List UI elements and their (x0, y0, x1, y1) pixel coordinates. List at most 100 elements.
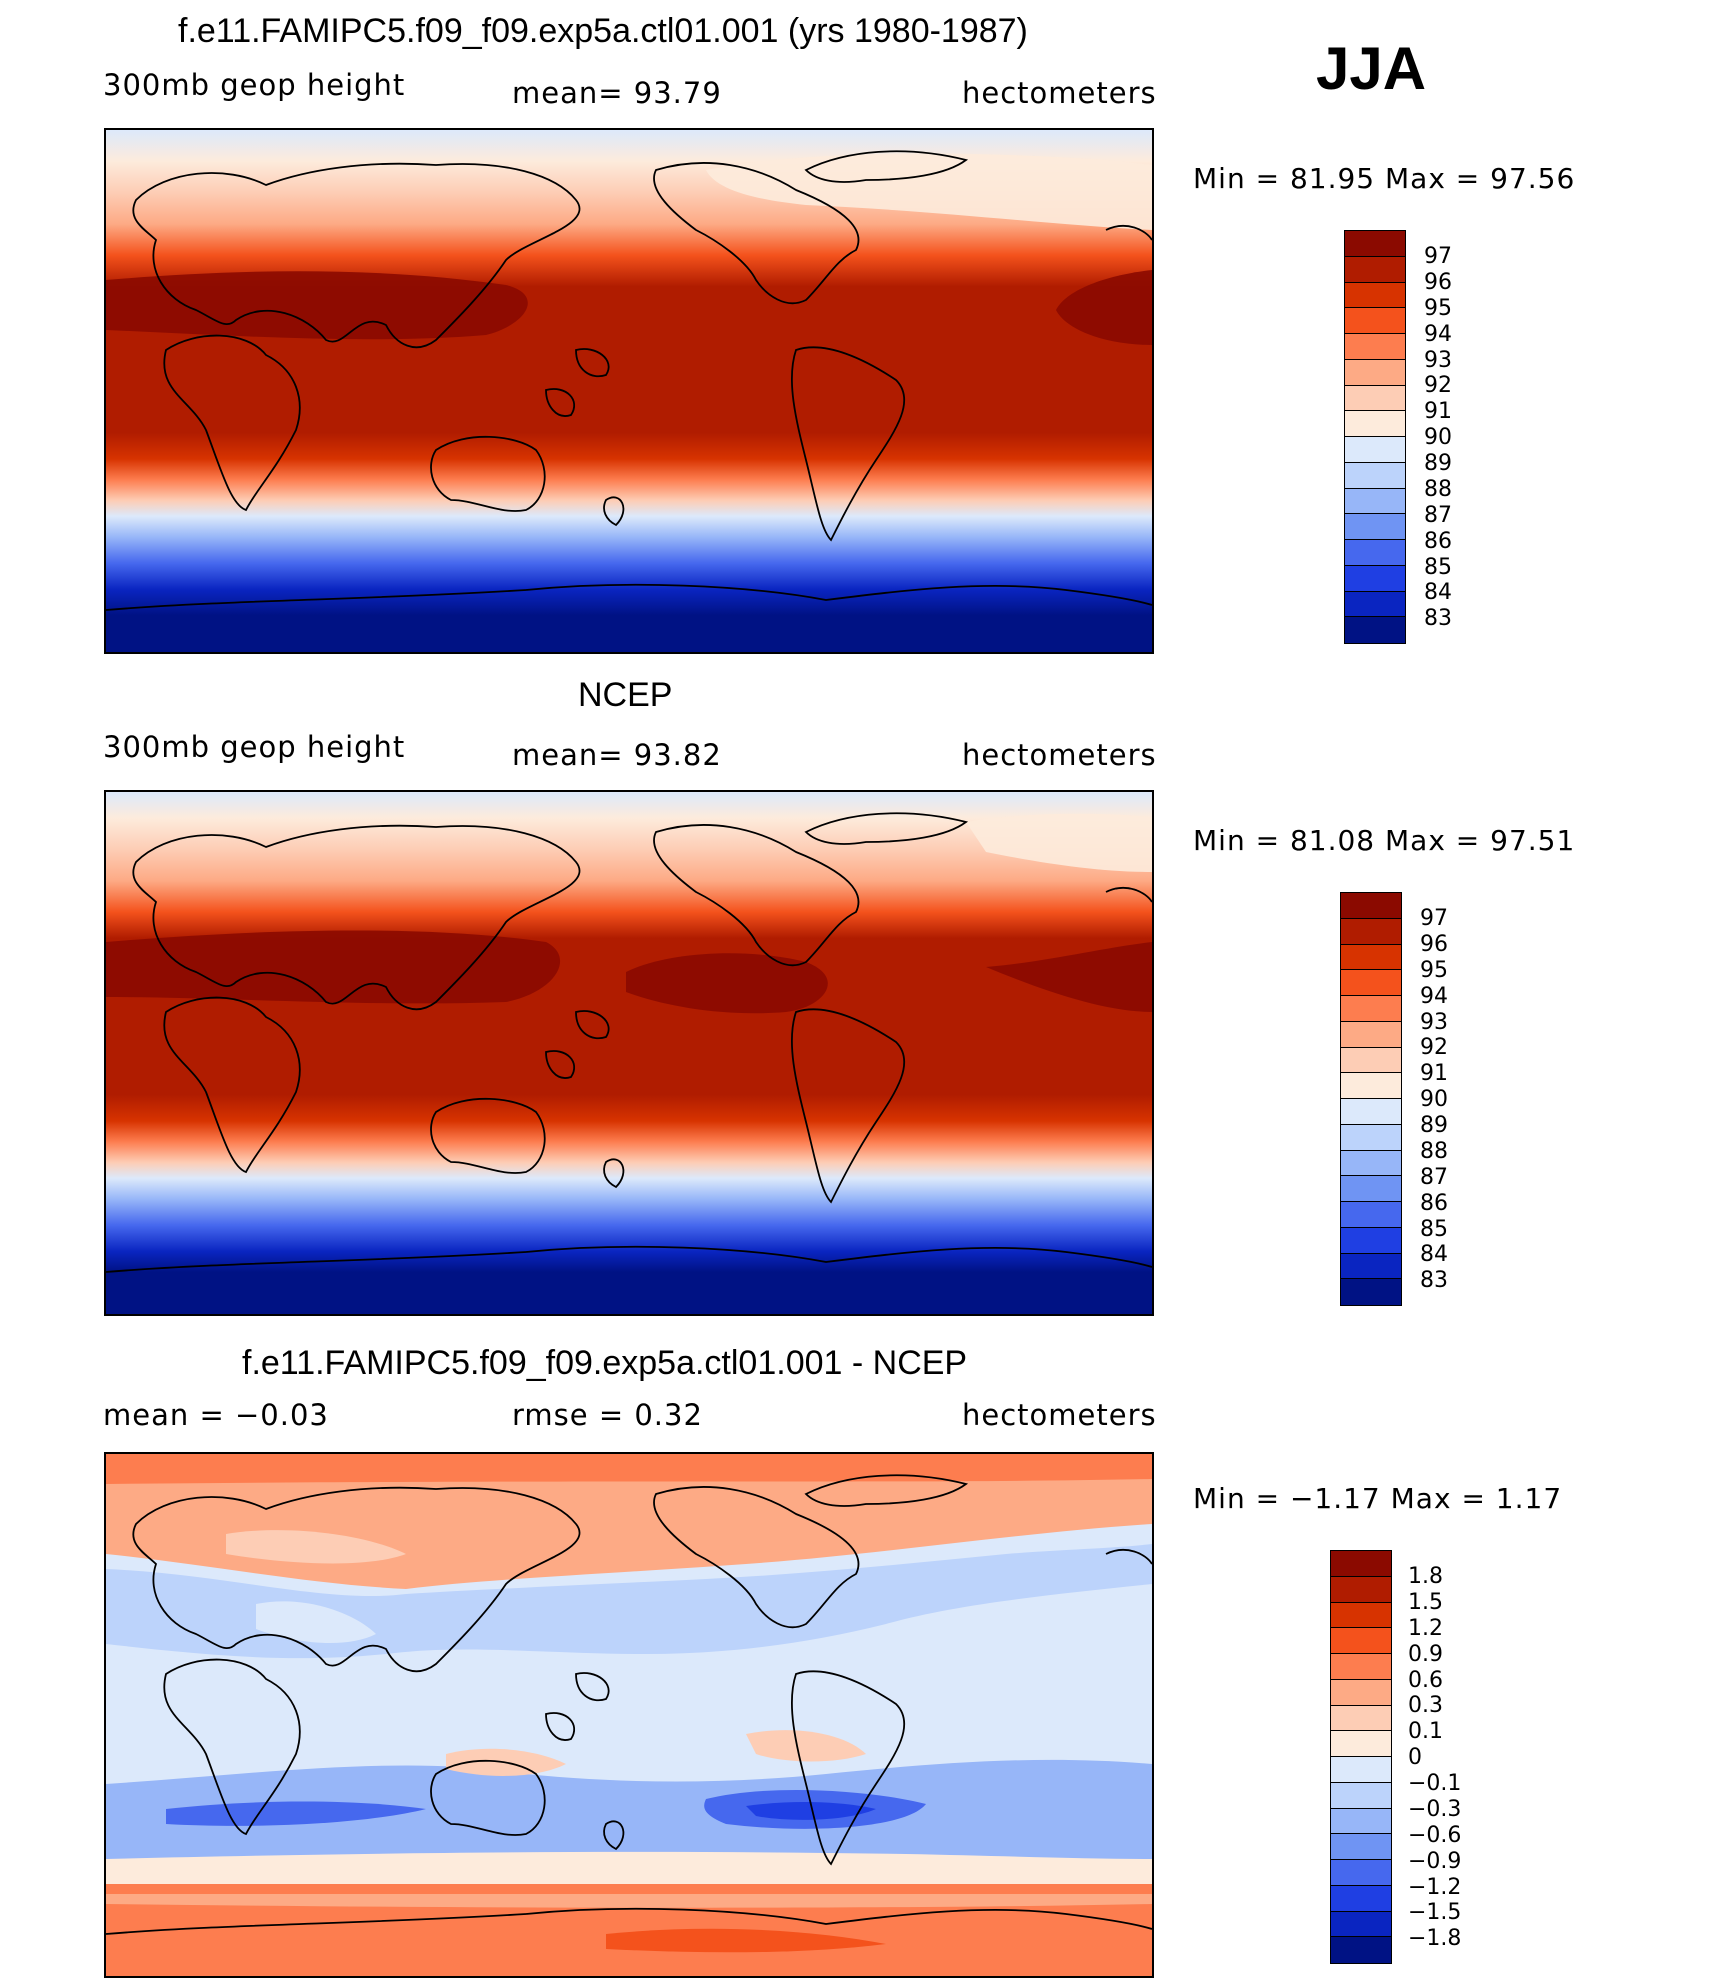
colorbar-swatch (1345, 359, 1405, 386)
colorbar-label: −0.9 (1408, 1849, 1462, 1874)
colorbar-label: 85 (1424, 555, 1452, 580)
panel2-mean-label: mean= 93.82 (512, 738, 722, 772)
colorbar-swatch (1341, 1021, 1401, 1048)
colorbar-label: 90 (1424, 425, 1452, 450)
colorbar-label: 95 (1420, 958, 1448, 983)
colorbar-label: 1.5 (1408, 1590, 1443, 1615)
colorbar-label: 92 (1424, 373, 1452, 398)
colorbar-swatch (1331, 1757, 1391, 1783)
panel1-title: f.e11.FAMIPC5.f09_f09.exp5a.ctl01.001 (y… (178, 12, 1028, 50)
colorbar-label: −1.8 (1408, 1926, 1462, 1951)
panel3-minmax: Min = −1.17 Max = 1.17 (1193, 1482, 1563, 1515)
colorbar-label: 89 (1420, 1113, 1448, 1138)
colorbar-label: 85 (1420, 1217, 1448, 1242)
colorbar-swatch (1345, 256, 1405, 283)
season-label: JJA (1316, 35, 1427, 102)
colorbar-swatch (1331, 1602, 1391, 1629)
colorbar-label: −1.2 (1408, 1875, 1462, 1900)
colorbar-swatch (1341, 1047, 1401, 1074)
colorbar-swatch (1345, 565, 1405, 592)
panel3-rmse-label: rmse = 0.32 (512, 1398, 703, 1432)
panel2-minmax: Min = 81.08 Max = 97.51 (1193, 824, 1576, 857)
panel1-map (104, 128, 1154, 654)
colorbar-swatch (1331, 1551, 1391, 1577)
colorbar-swatch (1341, 1227, 1401, 1254)
colorbar-label: 94 (1424, 322, 1452, 347)
colorbar-swatch (1331, 1654, 1391, 1680)
colorbar-swatch (1341, 1124, 1401, 1151)
colorbar-label: 83 (1424, 606, 1452, 631)
colorbar-swatch (1345, 385, 1405, 412)
colorbar-label: 94 (1420, 984, 1448, 1009)
colorbar-label: 84 (1420, 1242, 1448, 1267)
colorbar-swatch (1345, 617, 1405, 643)
colorbar-label: 0 (1408, 1745, 1422, 1770)
colorbar-label: 97 (1424, 244, 1452, 269)
colorbar-swatch (1331, 1860, 1391, 1886)
colorbar-swatch (1331, 1731, 1391, 1757)
colorbar-label: −1.5 (1408, 1900, 1462, 1925)
colorbar-label: 96 (1424, 270, 1452, 295)
colorbar-swatch (1341, 970, 1401, 996)
colorbar-swatch (1341, 1279, 1401, 1305)
panel2-variable-label: 300mb geop height (103, 730, 406, 764)
panel2-map (104, 790, 1154, 1316)
colorbar-swatch (1331, 1628, 1391, 1654)
colorbar-label: 83 (1420, 1268, 1448, 1293)
panel3-units-label: hectometers (962, 1398, 1157, 1432)
colorbar-swatch (1345, 488, 1405, 515)
panel3-colorbar (1330, 1550, 1392, 1964)
panel1-mean-label: mean= 93.79 (512, 76, 722, 110)
colorbar-label: 87 (1424, 503, 1452, 528)
colorbar-swatch (1345, 231, 1405, 257)
colorbar-swatch (1345, 591, 1405, 618)
colorbar-swatch (1345, 514, 1405, 540)
panel1-variable-label: 300mb geop height (103, 68, 406, 102)
colorbar-swatch (1345, 462, 1405, 489)
colorbar-label: 0.9 (1408, 1642, 1443, 1667)
colorbar-swatch (1331, 1705, 1391, 1732)
colorbar-swatch (1345, 308, 1405, 334)
colorbar-label: 97 (1420, 906, 1448, 931)
colorbar-label: 89 (1424, 451, 1452, 476)
colorbar-label: 0.1 (1408, 1719, 1443, 1744)
panel3-map (104, 1452, 1154, 1978)
colorbar-label: 84 (1424, 580, 1452, 605)
colorbar-swatch (1341, 893, 1401, 919)
colorbar-label: 93 (1420, 1010, 1448, 1035)
colorbar-swatch (1331, 1834, 1391, 1860)
panel2-colorbar (1340, 892, 1402, 1306)
colorbar-swatch (1341, 1073, 1401, 1099)
colorbar-label: 0.3 (1408, 1693, 1443, 1718)
colorbar-swatch (1331, 1937, 1391, 1963)
colorbar-label: 91 (1420, 1061, 1448, 1086)
colorbar-label: −0.3 (1408, 1797, 1462, 1822)
colorbar-swatch (1345, 411, 1405, 437)
colorbar-swatch (1331, 1885, 1391, 1912)
panel1-units-label: hectometers (962, 76, 1157, 110)
panel2-units-label: hectometers (962, 738, 1157, 772)
colorbar-label: 88 (1420, 1139, 1448, 1164)
colorbar-label: 96 (1420, 932, 1448, 957)
colorbar-swatch (1341, 1253, 1401, 1280)
colorbar-swatch (1331, 1808, 1391, 1835)
colorbar-label: 92 (1420, 1035, 1448, 1060)
colorbar-swatch (1345, 437, 1405, 463)
panel3-mean-label: mean = −0.03 (103, 1398, 329, 1432)
colorbar-swatch (1345, 282, 1405, 309)
colorbar-label: 88 (1424, 477, 1452, 502)
colorbar-label: −0.1 (1408, 1771, 1462, 1796)
colorbar-swatch (1341, 944, 1401, 971)
colorbar-swatch (1331, 1576, 1391, 1603)
colorbar-label: 86 (1420, 1191, 1448, 1216)
colorbar-label: 90 (1420, 1087, 1448, 1112)
panel2-title: NCEP (578, 676, 673, 714)
colorbar-swatch (1341, 918, 1401, 945)
colorbar-label: 93 (1424, 348, 1452, 373)
colorbar-label: 95 (1424, 296, 1452, 321)
colorbar-swatch (1341, 996, 1401, 1022)
panel3-title: f.e11.FAMIPC5.f09_f09.exp5a.ctl01.001 - … (242, 1344, 968, 1382)
colorbar-label: 1.2 (1408, 1616, 1443, 1641)
colorbar-label: 0.6 (1408, 1668, 1443, 1693)
colorbar-swatch (1345, 540, 1405, 566)
